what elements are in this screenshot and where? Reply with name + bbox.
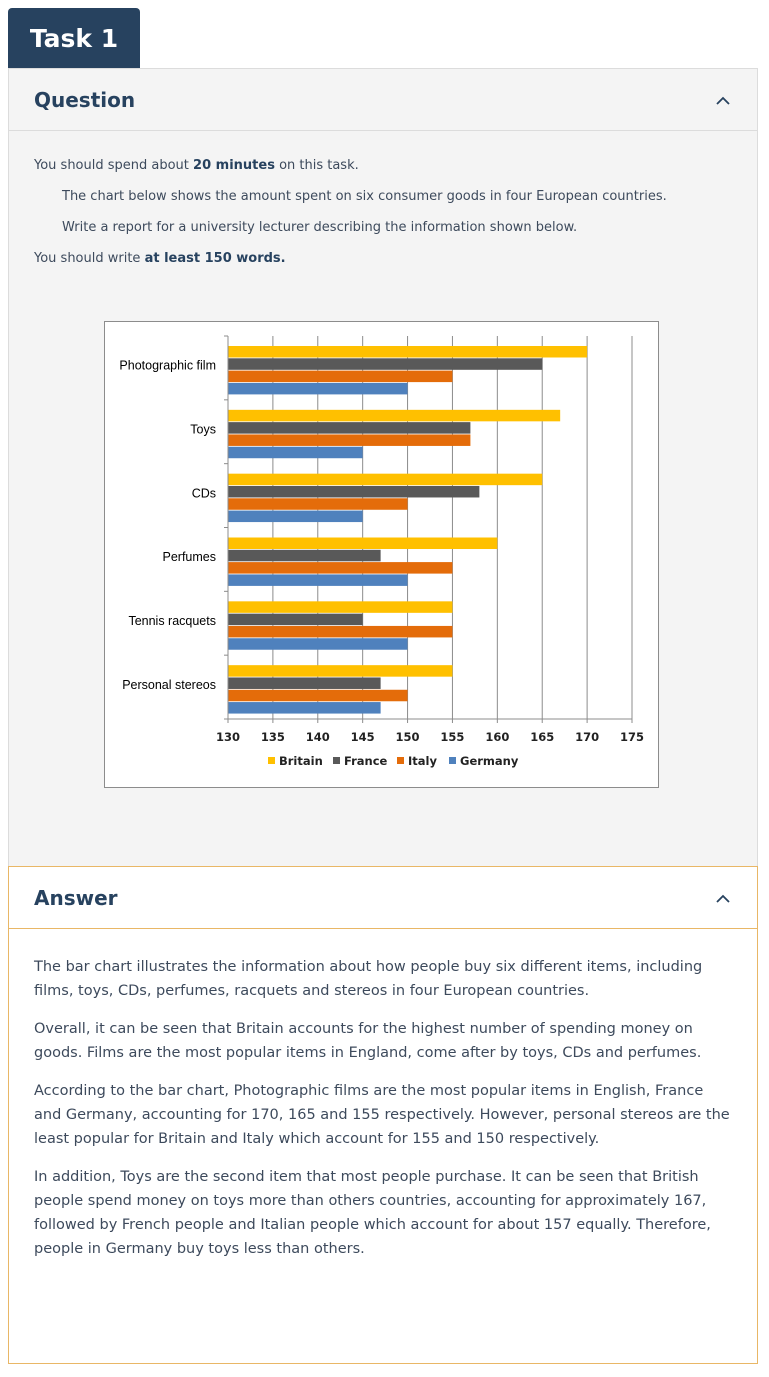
bar-france	[228, 613, 363, 626]
answer-paragraph: In addition, Toys are the second item th…	[34, 1169, 711, 1257]
bar-france	[228, 358, 543, 370]
bar-france	[228, 485, 480, 498]
bar-italy	[228, 625, 453, 638]
bar-france	[228, 549, 381, 562]
bar-germany	[228, 702, 381, 714]
x-tick-label: 155	[440, 730, 464, 744]
bar-france	[228, 677, 381, 689]
chevron-up-icon[interactable]	[713, 889, 733, 909]
category-label: Photographic film	[119, 359, 216, 373]
bar-france	[228, 422, 471, 434]
legend-swatch	[268, 757, 275, 764]
bar-italy	[228, 689, 408, 702]
bar-britain	[228, 665, 453, 677]
x-tick-label: 165	[530, 730, 554, 744]
bar-chart: Photographic film Toys CDs Perfumes Tennis r…	[104, 321, 659, 788]
category-label: Tennis racquets	[128, 614, 216, 628]
bar-italy	[228, 434, 471, 446]
answer-panel: Answer The bar chart illustrates the inf…	[8, 866, 758, 1364]
question-header[interactable]: Question	[9, 69, 757, 131]
bar-germany	[228, 446, 363, 459]
task-instruction: Write a report for a university lecturer…	[62, 220, 578, 235]
x-tick-label: 160	[485, 730, 509, 744]
category-label: Perfumes	[163, 550, 217, 564]
bar-italy	[228, 498, 408, 510]
task-tab[interactable]: Task 1	[8, 8, 140, 68]
bar-italy	[228, 562, 453, 574]
legend-label: Italy	[408, 754, 437, 768]
x-tick-label: 175	[620, 730, 644, 744]
legend-swatch	[333, 757, 340, 764]
legend-swatch	[449, 757, 456, 764]
category-label: Toys	[190, 422, 216, 436]
chart-svg: Photographic film Toys CDs Perfumes Tennis r…	[119, 335, 644, 768]
bar-britain	[228, 473, 543, 486]
answer-body: The bar chart illustrates the informatio…	[9, 929, 757, 1261]
chevron-up-icon[interactable]	[713, 91, 733, 111]
category-label: Personal stereos	[122, 678, 216, 692]
bar-britain	[228, 601, 453, 613]
legend-label: France	[344, 754, 388, 768]
answer-paragraph: Overall, it can be seen that Britain acc…	[34, 1021, 702, 1061]
legend-label: Germany	[460, 754, 519, 768]
bar-britain	[228, 409, 561, 422]
bar-britain	[228, 346, 588, 358]
bar-germany	[228, 574, 408, 586]
task-description: The chart below shows the amount spent o…	[62, 189, 667, 204]
answer-header[interactable]: Answer	[9, 867, 757, 929]
question-panel: Question You should spend about 20 minut…	[8, 68, 758, 868]
bar-britain	[228, 537, 498, 549]
x-tick-label: 170	[575, 730, 599, 744]
x-tick-label: 130	[216, 730, 240, 744]
answer-paragraph: The bar chart illustrates the informatio…	[34, 959, 703, 999]
x-tick-label: 140	[306, 730, 330, 744]
answer-paragraph: According to the bar chart, Photographic…	[34, 1083, 730, 1147]
category-label: CDs	[192, 486, 216, 500]
bar-germany	[228, 382, 408, 395]
bar-germany	[228, 638, 408, 650]
x-tick-label: 145	[351, 730, 375, 744]
bar-germany	[228, 510, 363, 523]
legend-swatch	[397, 757, 404, 764]
legend-label: Britain	[279, 754, 323, 768]
bar-italy	[228, 370, 453, 383]
time-instruction: You should spend about 20 minutes on thi…	[34, 158, 359, 173]
x-tick-label: 150	[396, 730, 420, 744]
question-title: Question	[34, 87, 136, 112]
answer-title: Answer	[34, 885, 118, 910]
word-count-instruction: You should write at least 150 words.	[34, 251, 286, 266]
x-tick-label: 135	[261, 730, 285, 744]
